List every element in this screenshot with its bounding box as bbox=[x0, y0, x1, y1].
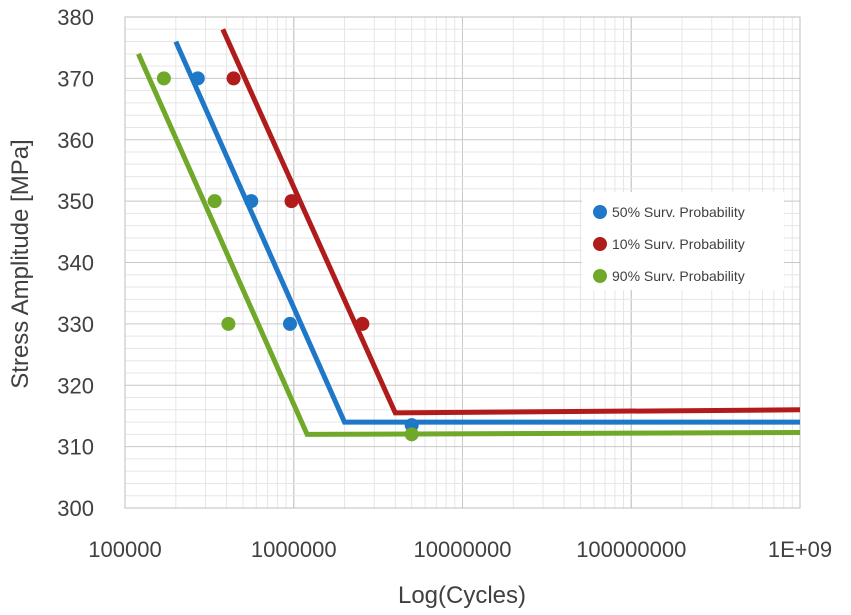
y-tick-label: 360 bbox=[57, 128, 94, 153]
data-point bbox=[190, 71, 205, 86]
legend-label: 90% Surv. Probability bbox=[612, 268, 745, 284]
data-point bbox=[244, 194, 259, 209]
x-tick-label: 100000000 bbox=[576, 537, 686, 562]
data-point bbox=[221, 316, 236, 331]
legend-marker bbox=[593, 237, 607, 251]
legend-label: 50% Surv. Probability bbox=[612, 204, 745, 220]
data-points bbox=[156, 71, 419, 442]
fit-line bbox=[220, 28, 801, 416]
y-tick-label: 320 bbox=[57, 373, 94, 398]
legend: 50% Surv. Probability 10% Surv. Probabili… bbox=[582, 192, 784, 290]
y-tick-label: 310 bbox=[57, 435, 94, 460]
x-tick-label: 10000000 bbox=[414, 537, 512, 562]
x-tick-label: 1E+09 bbox=[768, 537, 832, 562]
data-point bbox=[207, 194, 222, 209]
plot-area-frame bbox=[124, 16, 801, 509]
x-axis-title: Log(Cycles) bbox=[398, 582, 526, 609]
y-tick-label: 380 bbox=[57, 5, 94, 30]
y-tick-label: 370 bbox=[57, 66, 94, 91]
y-tick-label: 350 bbox=[57, 189, 94, 214]
y-tick-label: 330 bbox=[57, 312, 94, 337]
legend-marker bbox=[593, 269, 607, 283]
data-point bbox=[156, 71, 171, 86]
data-point bbox=[284, 194, 299, 209]
data-point bbox=[404, 427, 419, 442]
data-point bbox=[226, 71, 241, 86]
y-axis-title: Stress Amplitude [MPa] bbox=[7, 139, 34, 388]
x-tick-label: 1000000 bbox=[251, 537, 337, 562]
x-tick-label: 100000 bbox=[88, 537, 161, 562]
legend-label: 10% Surv. Probability bbox=[612, 236, 745, 252]
x-axis-ticks: 100000 1000000 10000000 100000000 1E+09 bbox=[88, 537, 832, 562]
fit-lines bbox=[136, 28, 801, 437]
y-axis-ticks: 300 310 320 330 340 350 360 370 380 bbox=[57, 5, 94, 521]
legend-box bbox=[582, 192, 784, 290]
y-tick-label: 340 bbox=[57, 251, 94, 276]
fit-line bbox=[173, 40, 800, 425]
data-point bbox=[282, 316, 297, 331]
data-point bbox=[355, 316, 370, 331]
legend-marker bbox=[593, 205, 607, 219]
y-tick-label: 300 bbox=[57, 496, 94, 521]
fit-line bbox=[136, 52, 801, 437]
